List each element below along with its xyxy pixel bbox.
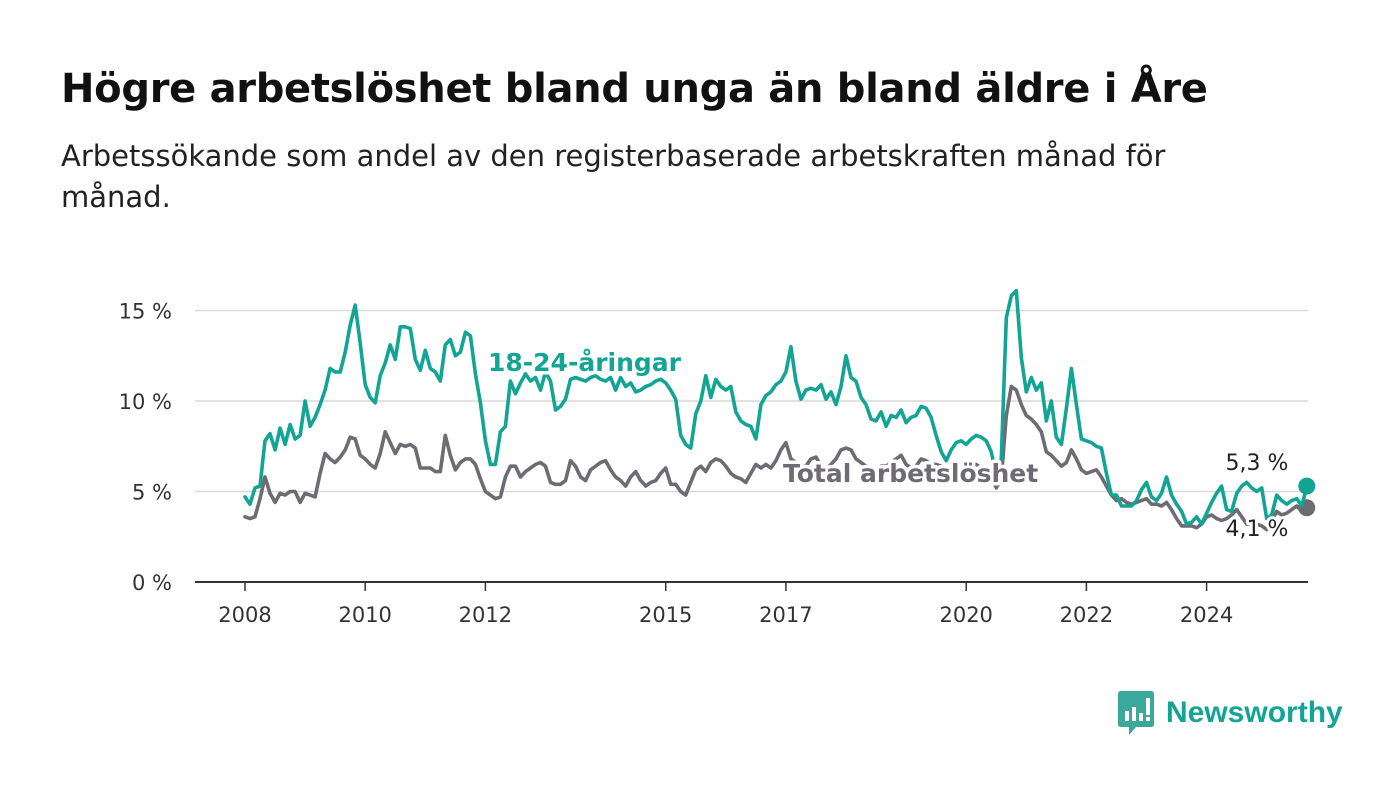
chart-title: Högre arbetslöshet bland unga än bland ä…	[61, 66, 1208, 112]
series-lines	[243, 288, 1316, 532]
y-tick-label: 0 %	[132, 571, 172, 595]
brand-name: Newsworthy	[1166, 696, 1343, 729]
gridlines	[195, 309, 1308, 583]
series-labels: 18-24-åringar Total arbetslöshet 5,3 % 4,1 …	[485, 345, 1292, 546]
x-tick-label: 2012	[459, 603, 512, 627]
series-line-18-24	[243, 288, 1309, 526]
brand: Newsworthy	[1118, 690, 1343, 736]
end-label-total: 4,1 %	[1226, 517, 1289, 542]
y-tick-label: 15 %	[119, 300, 172, 324]
x-tick-label: 2024	[1180, 603, 1233, 627]
x-tick-label: 2022	[1060, 603, 1113, 627]
x-tick-label: 2020	[939, 603, 992, 627]
newsworthy-logo-icon	[1118, 691, 1154, 735]
x-tick-label: 2017	[759, 603, 812, 627]
chart-subtitle: Arbetssökande som andel av den registerb…	[61, 139, 1166, 214]
y-tick-label: 10 %	[119, 390, 172, 414]
x-tick-label: 2008	[218, 603, 271, 627]
y-axis-ticks: 0 % 5 % 10 % 15 %	[119, 300, 172, 596]
x-tick-label: 2015	[639, 603, 692, 627]
x-tick-label: 2010	[338, 603, 391, 627]
y-tick-label: 5 %	[132, 481, 172, 505]
end-label-18-24: 5,3 %	[1226, 451, 1289, 476]
series-line-total	[243, 384, 1309, 532]
end-point-18-24	[1298, 477, 1316, 495]
x-axis-ticks: 2008 2010 2012 2015 2017 2020 2022 2024	[218, 582, 1233, 627]
series-label-18-24: 18-24-åringar	[488, 348, 682, 377]
series-label-total: Total arbetslöshet	[783, 459, 1038, 488]
